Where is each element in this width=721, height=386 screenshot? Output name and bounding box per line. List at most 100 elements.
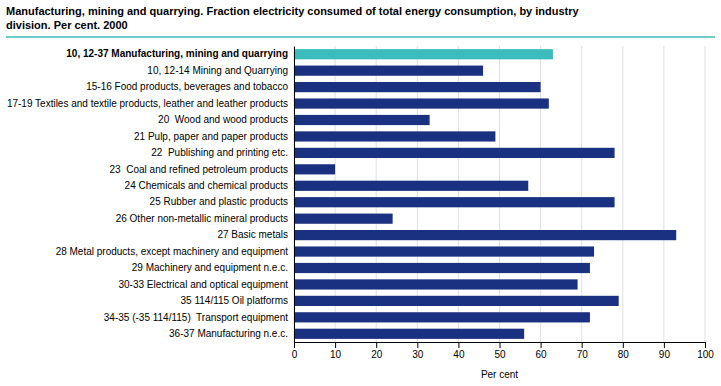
- x-tick-label: 0: [292, 349, 298, 360]
- bar: [294, 98, 549, 108]
- y-tick: 30-33 Electrical and optical equipment: [118, 279, 288, 290]
- bar: [294, 82, 541, 92]
- y-tick-label: 36-37 Manufacturing n.e.c.: [169, 328, 288, 339]
- bar: [294, 115, 430, 125]
- bar: [294, 279, 578, 289]
- x-tick: 90: [659, 342, 671, 360]
- y-tick: 15-16 Food products, beverages and tobac…: [86, 81, 288, 92]
- bar: [294, 312, 590, 322]
- bar: [294, 214, 393, 224]
- x-axis-line: [295, 343, 706, 349]
- title-rule: [6, 36, 715, 38]
- y-tick: 27 Basic metals: [217, 229, 288, 240]
- x-tick: 30: [412, 342, 424, 360]
- y-tick-label: 29 Machinery and equipment n.e.c.: [132, 262, 288, 273]
- x-tick: 80: [618, 342, 630, 360]
- x-axis: 0 10 20 30 40 50 60 70 80 90 100: [292, 342, 715, 360]
- bar: [294, 49, 553, 59]
- bar: [294, 263, 590, 273]
- subtitle: division. Per cent. 2000: [6, 19, 128, 31]
- x-tick: 40: [453, 342, 465, 360]
- x-tick-label: 100: [697, 349, 714, 360]
- x-tick-mark: [541, 342, 542, 348]
- y-tick-label: 10, 12-37 Manufacturing, mining and quar…: [66, 48, 288, 59]
- bar: [294, 181, 528, 191]
- bar: [294, 230, 676, 240]
- y-tick: 21 Pulp, paper and paper products: [134, 131, 288, 142]
- y-tick-label: 10, 12-14 Mining and Quarrying: [147, 65, 288, 76]
- x-tick-mark: [335, 342, 336, 348]
- y-tick-label: 22 Publishing and printing etc.: [151, 147, 288, 158]
- bar: [294, 131, 495, 141]
- y-tick-label: 35 114/115 Oil platforms: [181, 295, 288, 306]
- grid-line: [294, 46, 295, 342]
- x-tick: 0: [292, 342, 298, 360]
- bar: [294, 197, 615, 207]
- y-tick: 34-35 (-35 114/115) Transport equipment: [104, 312, 288, 323]
- y-tick: 24 Chemicals and chemical products: [125, 180, 288, 191]
- y-tick-label: 34-35 (-35 114/115) Transport equipment: [104, 312, 288, 323]
- y-tick: 10, 12-37 Manufacturing, mining and quar…: [66, 48, 288, 59]
- x-tick-label: 70: [577, 349, 589, 360]
- title: Manufacturing, mining and quarrying. Fra…: [6, 5, 580, 17]
- x-tick-label: 60: [536, 349, 548, 360]
- y-axis: 10, 12-37 Manufacturing, mining and quar…: [7, 47, 295, 343]
- bar: [294, 148, 615, 158]
- y-tick: 17-19 Textiles and textile products, lea…: [7, 98, 288, 109]
- y-tick: 20 Wood and wood products: [158, 114, 288, 125]
- y-tick: 23 Coal and refined petroleum products: [110, 164, 288, 175]
- x-tick: 70: [577, 342, 589, 360]
- bar: [294, 296, 619, 306]
- y-tick-label: 21 Pulp, paper and paper products: [134, 131, 288, 142]
- y-tick-label: 27 Basic metals: [217, 229, 288, 240]
- x-tick-label: 80: [618, 349, 630, 360]
- y-tick: 29 Machinery and equipment n.e.c.: [132, 262, 288, 273]
- x-tick: 10: [330, 342, 342, 360]
- y-tick-label: 20 Wood and wood products: [158, 114, 288, 125]
- grid-line: [622, 46, 623, 342]
- x-tick-label: 90: [659, 349, 671, 360]
- y-tick: 10, 12-14 Mining and Quarrying: [147, 65, 288, 76]
- y-tick-label: 30-33 Electrical and optical equipment: [118, 279, 288, 290]
- x-tick-label: 30: [412, 349, 424, 360]
- grid-line: [705, 46, 706, 342]
- x-tick-mark: [294, 342, 295, 348]
- y-tick-label: 17-19 Textiles and textile products, lea…: [7, 98, 288, 109]
- y-tick: 22 Publishing and printing etc.: [151, 147, 288, 158]
- y-tick: 26 Other non-metallic mineral products: [116, 213, 288, 224]
- plot: 0 10 20 30 40 50 60 70 80 90 100 10, 12-37 Manufact…: [7, 46, 714, 360]
- x-tick-label: 40: [453, 349, 465, 360]
- y-tick: 28 Metal products, except machinery and …: [56, 246, 289, 257]
- y-tick: 36-37 Manufacturing n.e.c.: [169, 328, 288, 339]
- y-tick-label: 28 Metal products, except machinery and …: [56, 246, 289, 257]
- y-tick-label: 25 Rubber and plastic products: [150, 196, 288, 207]
- x-tick: 50: [494, 342, 506, 360]
- bar: [294, 66, 483, 76]
- x-tick-mark: [623, 342, 624, 348]
- x-tick-mark: [376, 342, 377, 348]
- bar: [294, 329, 524, 339]
- y-axis-line: [294, 47, 295, 343]
- x-tick-mark: [664, 342, 665, 348]
- y-tick: 25 Rubber and plastic products: [150, 196, 288, 207]
- x-axis-title: Per cent: [481, 369, 518, 380]
- chart: Manufacturing, mining and quarrying. Fra…: [0, 0, 721, 386]
- x-tick-mark: [500, 342, 501, 348]
- x-tick-label: 20: [371, 349, 383, 360]
- x-tick: 100: [697, 342, 714, 360]
- y-tick-label: 26 Other non-metallic mineral products: [116, 213, 288, 224]
- grid: [294, 46, 705, 342]
- y-tick-label: 15-16 Food products, beverages and tobac…: [86, 81, 288, 92]
- grid-line: [663, 46, 664, 342]
- x-tick-mark: [582, 342, 583, 348]
- y-tick: 35 114/115 Oil platforms: [181, 295, 288, 306]
- x-tick: 60: [536, 342, 548, 360]
- x-tick-mark: [458, 342, 459, 348]
- bar: [294, 246, 594, 256]
- x-tick-label: 50: [494, 349, 506, 360]
- bars: [294, 49, 676, 339]
- y-tick-label: 24 Chemicals and chemical products: [125, 180, 288, 191]
- x-tick-mark: [705, 342, 706, 348]
- bar: [294, 164, 335, 174]
- y-tick-label: 23 Coal and refined petroleum products: [110, 164, 288, 175]
